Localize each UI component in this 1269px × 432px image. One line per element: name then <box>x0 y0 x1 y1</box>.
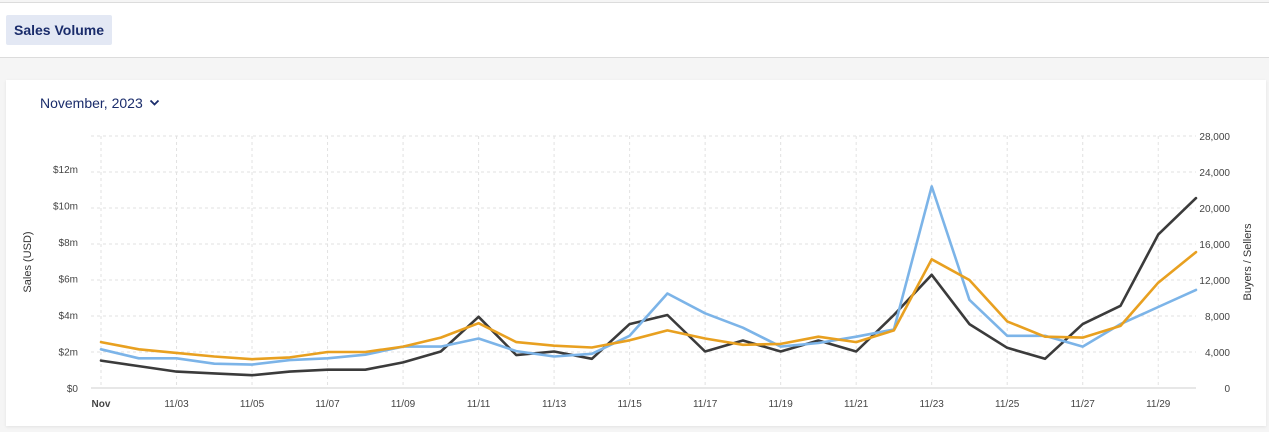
right-tick-label: 0 <box>1224 384 1230 395</box>
right-tick-label: 12,000 <box>1199 276 1230 287</box>
x-tick-label: 11/11 <box>467 399 491 410</box>
top-divider <box>0 2 1269 3</box>
x-tick-label: 11/19 <box>769 399 794 410</box>
x-tick-label: 11/17 <box>693 399 718 410</box>
right-tick-label: 4,000 <box>1205 348 1230 359</box>
right-axis-ticks: 0 4,000 8,000 12,000 16,000 20,000 24,000 28,00… <box>1199 132 1230 395</box>
left-tick-label: $0 <box>67 384 79 395</box>
right-tick-label: 24,000 <box>1199 168 1230 179</box>
left-axis-ticks: $0 $2m $4m $6m $8m $10m $12m <box>53 165 78 395</box>
x-tick-label: 11/29 <box>1146 399 1171 410</box>
left-tick-label: $6m <box>59 274 78 285</box>
chevron-down-icon <box>149 99 159 106</box>
left-tick-label: $2m <box>59 347 78 358</box>
x-tick-label: 11/03 <box>164 399 189 410</box>
x-tick-label: 11/05 <box>240 399 265 410</box>
x-tick-label: 11/13 <box>542 399 567 410</box>
month-selector-label: November, 2023 <box>40 95 143 111</box>
right-tick-label: 20,000 <box>1199 204 1230 215</box>
chart-gridlines <box>91 135 1196 389</box>
left-tick-label: $4m <box>59 311 78 322</box>
right-tick-label: 8,000 <box>1205 312 1230 323</box>
right-axis-title: Buyers / Sellers <box>1242 223 1254 301</box>
left-axis-title: Sales (USD) <box>22 231 34 292</box>
x-tick-label: 11/27 <box>1071 399 1096 410</box>
chart-card: November, 2023 $0 $2m $4m $6m $8m $10m $12m 0 4… <box>6 80 1266 426</box>
x-tick-label: 11/09 <box>391 399 416 410</box>
sales-volume-chart: $0 $2m $4m $6m $8m $10m $12m 0 4,000 8,000 12,000… <box>22 132 1254 410</box>
right-tick-label: 16,000 <box>1199 240 1230 251</box>
x-tick-label: 11/21 <box>844 399 869 410</box>
right-tick-label: 28,000 <box>1199 132 1230 143</box>
x-tick-label: 11/15 <box>617 399 642 410</box>
series-line-total-sales <box>99 196 1198 377</box>
left-tick-label: $8m <box>59 238 78 249</box>
x-tick-label: 11/25 <box>995 399 1020 410</box>
page-header: Sales Volume <box>0 3 1269 58</box>
x-tick-label: 11/23 <box>920 399 945 410</box>
left-tick-label: $10m <box>53 201 78 212</box>
x-tick-label: 11/07 <box>315 399 340 410</box>
tab-sales-volume[interactable]: Sales Volume <box>6 15 113 45</box>
x-axis-ticks: Nov 11/03 11/05 11/07 11/09 11/11 11/13 11/15 11… <box>92 399 1171 410</box>
month-selector[interactable]: November, 2023 <box>40 95 160 111</box>
x-tick-label: Nov <box>92 399 111 410</box>
series-line-buyers <box>99 185 1198 366</box>
series-lines <box>99 185 1198 377</box>
series-line-sellers <box>99 250 1198 361</box>
left-tick-label: $12m <box>53 165 78 176</box>
